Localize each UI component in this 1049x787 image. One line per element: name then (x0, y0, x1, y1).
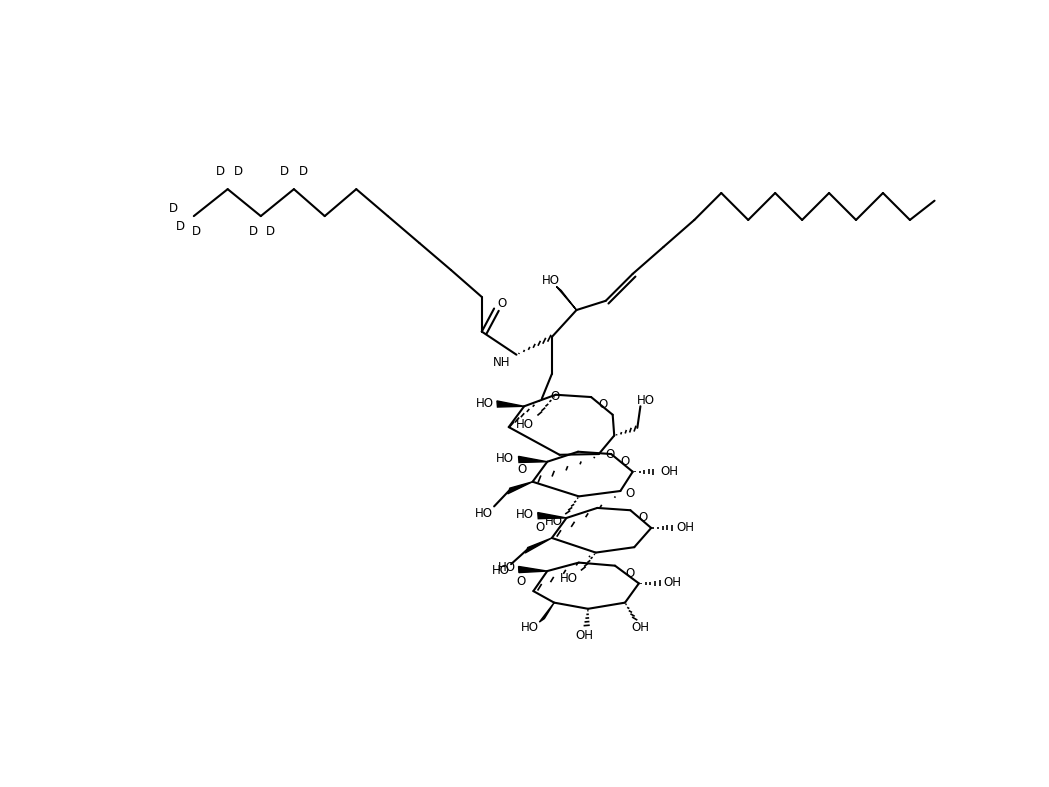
Text: HO: HO (516, 508, 534, 520)
Text: O: O (551, 390, 559, 403)
Polygon shape (518, 567, 548, 573)
Polygon shape (556, 286, 577, 310)
Text: O: O (599, 398, 608, 412)
Text: O: O (638, 512, 647, 524)
Text: D: D (266, 225, 276, 238)
Text: HO: HO (521, 621, 539, 634)
Text: HO: HO (560, 571, 578, 585)
Text: HO: HO (497, 561, 515, 575)
Text: HO: HO (545, 515, 563, 528)
Polygon shape (497, 401, 524, 407)
Polygon shape (518, 456, 548, 463)
Text: D: D (234, 165, 243, 178)
Text: O: O (625, 487, 635, 500)
Text: O: O (497, 297, 507, 310)
Polygon shape (538, 512, 566, 519)
Text: O: O (536, 521, 544, 534)
Text: D: D (299, 165, 307, 178)
Text: O: O (625, 567, 635, 580)
Polygon shape (526, 538, 552, 553)
Text: D: D (192, 225, 201, 238)
Text: HO: HO (637, 394, 655, 407)
Text: O: O (620, 455, 629, 468)
Text: HO: HO (475, 507, 493, 520)
Text: D: D (169, 202, 178, 215)
Text: OH: OH (575, 630, 593, 642)
Text: HO: HO (516, 417, 534, 430)
Text: D: D (215, 165, 224, 178)
Text: HO: HO (492, 563, 510, 577)
Text: D: D (175, 220, 185, 234)
Text: OH: OH (660, 465, 678, 478)
Text: O: O (517, 463, 527, 476)
Polygon shape (508, 482, 533, 494)
Text: HO: HO (542, 275, 560, 287)
Text: HO: HO (496, 453, 514, 465)
Text: NH: NH (493, 356, 511, 369)
Text: O: O (516, 575, 526, 588)
Text: OH: OH (664, 576, 682, 589)
Text: O: O (605, 449, 615, 461)
Polygon shape (539, 603, 554, 622)
Text: D: D (249, 225, 258, 238)
Text: OH: OH (677, 521, 694, 534)
Text: OH: OH (631, 621, 649, 634)
Text: D: D (280, 165, 290, 178)
Text: HO: HO (476, 397, 494, 410)
